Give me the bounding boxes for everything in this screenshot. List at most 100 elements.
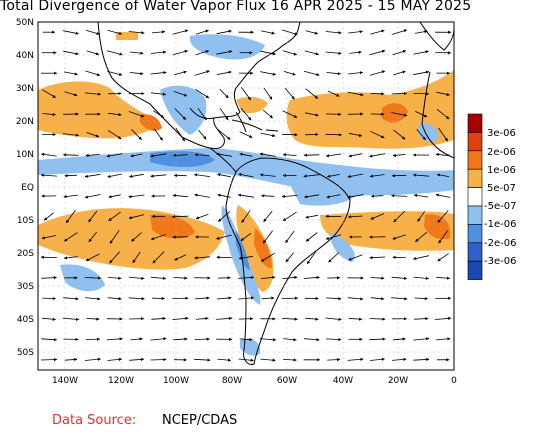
flux-arrow [63,153,79,157]
flux-arrow [392,70,406,76]
flux-arrow [347,194,364,199]
flux-arrow [347,297,364,301]
flux-arrow [417,211,426,222]
flux-arrow [326,112,342,116]
flux-arrow [282,133,298,137]
flux-arrow [238,296,255,300]
flux-arrow [416,129,426,141]
shade-pos-spac-core [150,214,195,239]
data-source-value: NCEP/CDAS [162,413,238,428]
flux-arrow [172,235,188,239]
flux-arrow [282,275,298,280]
flux-arrow [303,275,320,280]
flux-arrow [128,31,145,35]
flux-arrow [393,129,406,140]
shade-pos-atl [286,70,454,149]
flux-arrow [283,338,297,342]
flux-arrow [282,211,297,222]
chart-title: Total Divergence of Water Vapor Flux 16 … [0,0,472,14]
flux-arrow [391,174,407,178]
flux-arrow [414,30,428,34]
flux-arrow [85,70,101,77]
flux-arrow [216,70,232,75]
flux-arrow [217,193,231,198]
colorbar-swatch [467,132,483,152]
flux-arrow [107,173,122,178]
flux-arrow [40,152,57,157]
flux-arrow [283,71,296,76]
flux-arrow [130,153,143,158]
flux-arrow [129,71,144,76]
flux-arrow [392,357,407,361]
lat-label: 40S [17,315,34,325]
flux-arrow [392,234,407,240]
flux-arrow [172,49,189,56]
flux-arrow [260,275,276,280]
flux-arrow [261,30,275,35]
flux-arrow [172,29,189,35]
flux-arrow [108,194,121,199]
flux-arrow [437,210,449,223]
lat-label: 30S [17,282,34,292]
shade-pos-satl-core [424,214,451,240]
lon-label: 0 [451,376,457,386]
flux-arrow [282,50,298,56]
flux-arrow [63,30,79,35]
flux-arrow [107,129,122,140]
flux-arrow [218,211,231,222]
flux-arrow [85,153,100,158]
flux-arrow [303,153,320,157]
flux-arrow [391,297,408,301]
flux-arrow [281,296,299,300]
flux-arrow [150,50,167,54]
colorbar-swatch [467,242,483,262]
shade-pos-andes-core [254,228,272,269]
flux-arrow [88,210,98,223]
flux-arrow [239,152,253,157]
colorbar-swatch [467,113,483,133]
flux-arrow [107,70,123,76]
flux-vectors [40,29,452,362]
flux-arrow [150,174,167,178]
lat-label: 10S [17,216,34,226]
shade-neg-cone-core [236,230,250,270]
flux-arrow [438,127,448,142]
flux-arrow [40,173,57,177]
flux-arrow [348,153,363,158]
flux-arrow [219,88,229,99]
flux-arrow [392,49,407,56]
flux-arrow [436,276,451,280]
flux-arrow [240,232,252,242]
flux-arrow [129,357,145,362]
lat-label: 10N [16,150,34,160]
flux-arrow [175,127,186,142]
flux-arrow [238,275,255,280]
flux-arrow [194,70,210,76]
colorbar-swatch [467,168,483,188]
flux-arrow [109,230,120,244]
shade-neg-ushigh [189,34,265,60]
flux-arrow [153,128,163,141]
flux-arrow [129,173,144,178]
flux-arrow [216,316,233,321]
lat-label: 40N [16,51,34,61]
flux-arrow [325,31,342,35]
flux-arrow [64,232,78,242]
flux-arrow [391,276,408,280]
flux-arrow [370,194,384,198]
flux-arrow [369,70,386,76]
flux-arrow [106,337,123,341]
coast-africa [421,71,454,159]
flux-arrow [173,91,188,97]
flux-arrow [64,91,78,97]
flux-arrow [106,153,123,158]
flux-arrow [216,50,233,55]
flux-arrow [172,316,189,320]
flux-arrow [42,112,56,117]
flux-arrow [64,174,78,178]
shade-pos-andes [236,205,274,292]
flux-arrow [412,173,430,177]
flux-arrow [108,276,122,280]
flux-arrow [328,252,339,263]
